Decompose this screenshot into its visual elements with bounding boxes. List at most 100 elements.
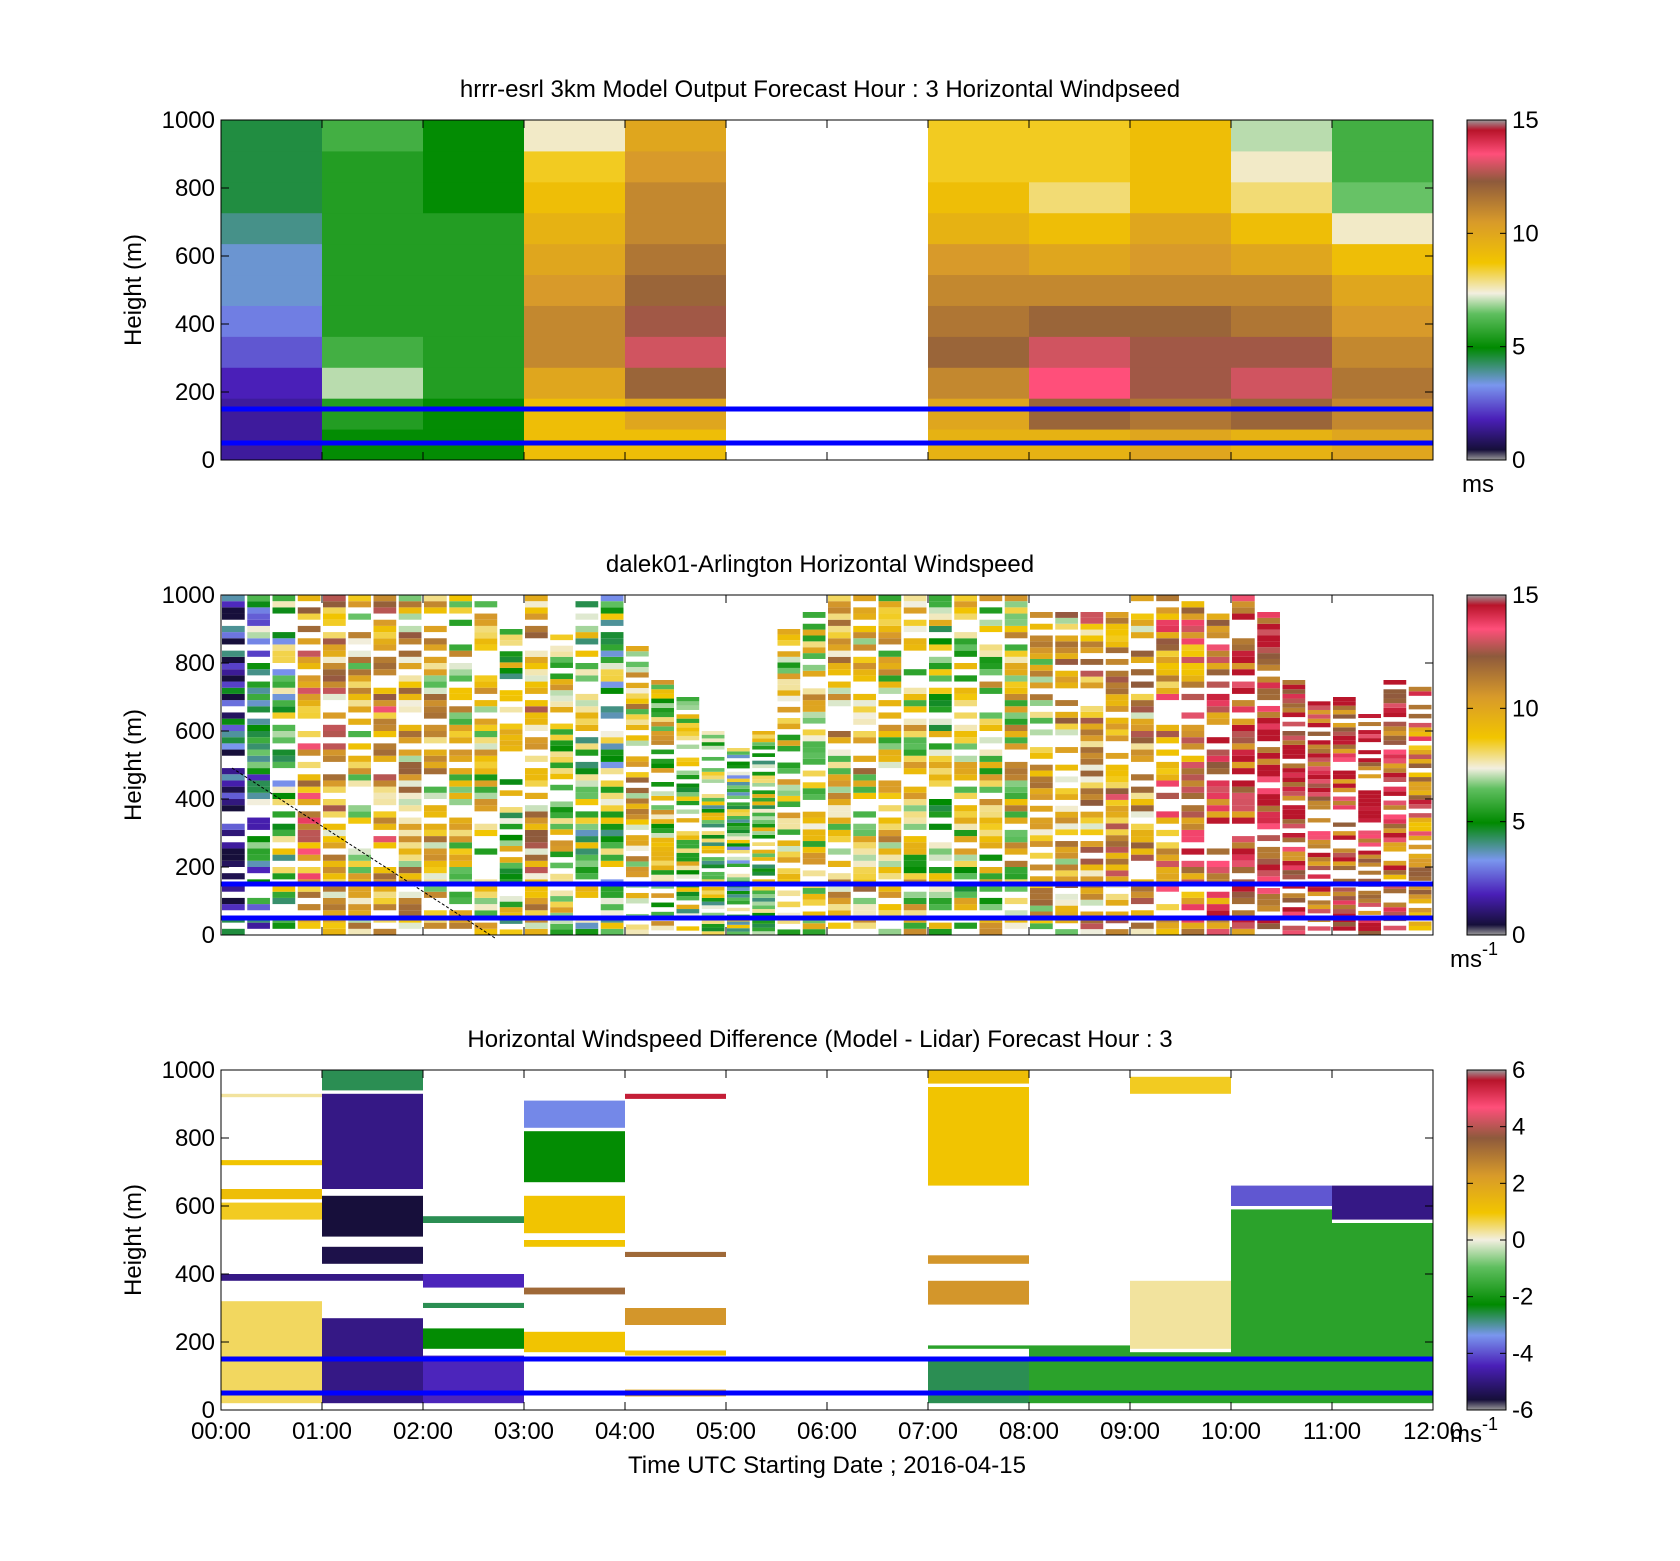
heatmap-cell bbox=[247, 687, 270, 694]
heatmap-cell bbox=[524, 243, 625, 276]
heatmap-cell bbox=[398, 897, 422, 905]
heatmap-cell bbox=[1030, 852, 1053, 859]
heatmap-cell bbox=[1156, 595, 1179, 602]
heatmap-cell bbox=[752, 931, 775, 935]
heatmap-cell bbox=[676, 887, 700, 892]
heatmap-cell bbox=[1408, 925, 1432, 931]
heatmap-cell bbox=[1383, 712, 1407, 718]
heatmap-cell bbox=[247, 786, 270, 793]
heatmap-cell bbox=[727, 887, 750, 891]
heatmap-cell bbox=[297, 885, 321, 892]
heatmap-cell bbox=[1181, 613, 1205, 620]
heatmap-cell bbox=[954, 885, 977, 892]
heatmap-cell bbox=[1080, 676, 1104, 683]
heatmap-cell bbox=[979, 656, 1003, 663]
heatmap-cell bbox=[297, 811, 321, 818]
heatmap-cell bbox=[424, 669, 447, 676]
heatmap-cell bbox=[1131, 910, 1154, 917]
heatmap-cell bbox=[1232, 601, 1255, 608]
heatmap-cell bbox=[802, 664, 826, 671]
heatmap-cell bbox=[424, 842, 447, 849]
heatmap-cell bbox=[600, 891, 624, 898]
heatmap-cell bbox=[929, 922, 952, 929]
heatmap-cell bbox=[1055, 817, 1078, 824]
heatmap-cell bbox=[424, 792, 447, 799]
heatmap-cell bbox=[525, 675, 548, 682]
heatmap-cell bbox=[373, 885, 397, 892]
heatmap-cell bbox=[449, 897, 472, 905]
heatmap-cell bbox=[1257, 717, 1280, 724]
heatmap-cell bbox=[626, 688, 649, 694]
heatmap-cell bbox=[777, 673, 801, 680]
heatmap-cell bbox=[499, 896, 523, 902]
heatmap-cell bbox=[550, 762, 573, 769]
heatmap-cell bbox=[954, 687, 977, 694]
heatmap-cell bbox=[575, 613, 599, 620]
x-tick-label: 06:00 bbox=[797, 1418, 857, 1445]
heatmap-cell bbox=[1282, 791, 1306, 796]
heatmap-cell bbox=[449, 792, 472, 799]
heatmap-cell bbox=[1131, 632, 1154, 639]
heatmap-cell bbox=[1080, 617, 1104, 624]
heatmap-cell bbox=[1358, 898, 1381, 903]
heatmap-cell bbox=[651, 814, 674, 820]
heatmap-cell bbox=[373, 731, 397, 738]
heatmap-cell bbox=[398, 761, 422, 769]
heatmap-cell bbox=[853, 712, 876, 719]
heatmap-cell bbox=[525, 625, 548, 633]
heatmap-cell bbox=[752, 794, 775, 798]
heatmap-cell bbox=[525, 755, 548, 762]
heatmap-cell bbox=[398, 749, 422, 756]
heatmap-cell bbox=[1206, 625, 1230, 633]
heatmap-cell bbox=[1004, 786, 1028, 793]
heatmap-cell bbox=[1232, 613, 1255, 620]
heatmap-cell bbox=[247, 743, 270, 750]
colorbar-scale bbox=[1466, 1069, 1507, 1411]
heatmap-cell bbox=[676, 697, 700, 702]
heatmap-cell bbox=[1206, 860, 1230, 867]
heatmap-cell bbox=[626, 646, 649, 652]
heatmap-cell bbox=[1408, 876, 1432, 881]
heatmap-cell bbox=[701, 920, 725, 924]
heatmap-cell bbox=[903, 873, 927, 880]
heatmap-cell bbox=[853, 693, 876, 701]
heatmap-cell bbox=[1030, 653, 1053, 659]
heatmap-cell bbox=[247, 897, 270, 905]
heatmap-cell bbox=[1080, 799, 1104, 806]
heatmap-cell bbox=[1408, 759, 1432, 764]
heatmap-cell bbox=[777, 829, 801, 835]
heatmap-cell bbox=[322, 212, 423, 245]
heatmap-cell bbox=[373, 632, 397, 639]
heatmap-cell bbox=[1332, 120, 1433, 152]
heatmap-cell bbox=[853, 836, 876, 843]
heatmap-cell bbox=[802, 635, 826, 642]
heatmap-cell bbox=[1030, 817, 1053, 824]
heatmap-cell bbox=[550, 645, 573, 652]
heatmap-cell bbox=[222, 650, 245, 657]
heatmap-cell bbox=[398, 922, 422, 929]
heatmap-cell bbox=[828, 632, 851, 639]
heatmap-cell bbox=[701, 875, 725, 880]
heatmap-cell bbox=[221, 120, 322, 152]
heatmap-cell bbox=[423, 1216, 524, 1223]
heatmap-cell bbox=[1004, 693, 1028, 701]
heatmap-cell bbox=[1257, 905, 1280, 912]
heatmap-cell bbox=[752, 894, 775, 898]
heatmap-cell bbox=[323, 632, 346, 639]
heatmap-cell bbox=[1332, 336, 1433, 368]
heatmap-cell bbox=[424, 761, 447, 769]
heatmap-cell bbox=[802, 700, 826, 706]
heatmap-cell bbox=[777, 640, 801, 646]
heatmap-cell bbox=[272, 792, 296, 799]
heatmap-cell bbox=[1257, 682, 1280, 689]
heatmap-cell bbox=[424, 675, 447, 682]
heatmap-cell bbox=[853, 755, 876, 762]
heatmap-cell bbox=[1156, 854, 1179, 861]
heatmap-cell bbox=[474, 829, 498, 837]
heatmap-cell bbox=[1131, 922, 1154, 929]
heatmap-cell bbox=[449, 607, 472, 614]
heatmap-cell bbox=[525, 792, 548, 799]
heatmap-cell bbox=[600, 731, 624, 738]
heatmap-cell bbox=[474, 675, 498, 682]
